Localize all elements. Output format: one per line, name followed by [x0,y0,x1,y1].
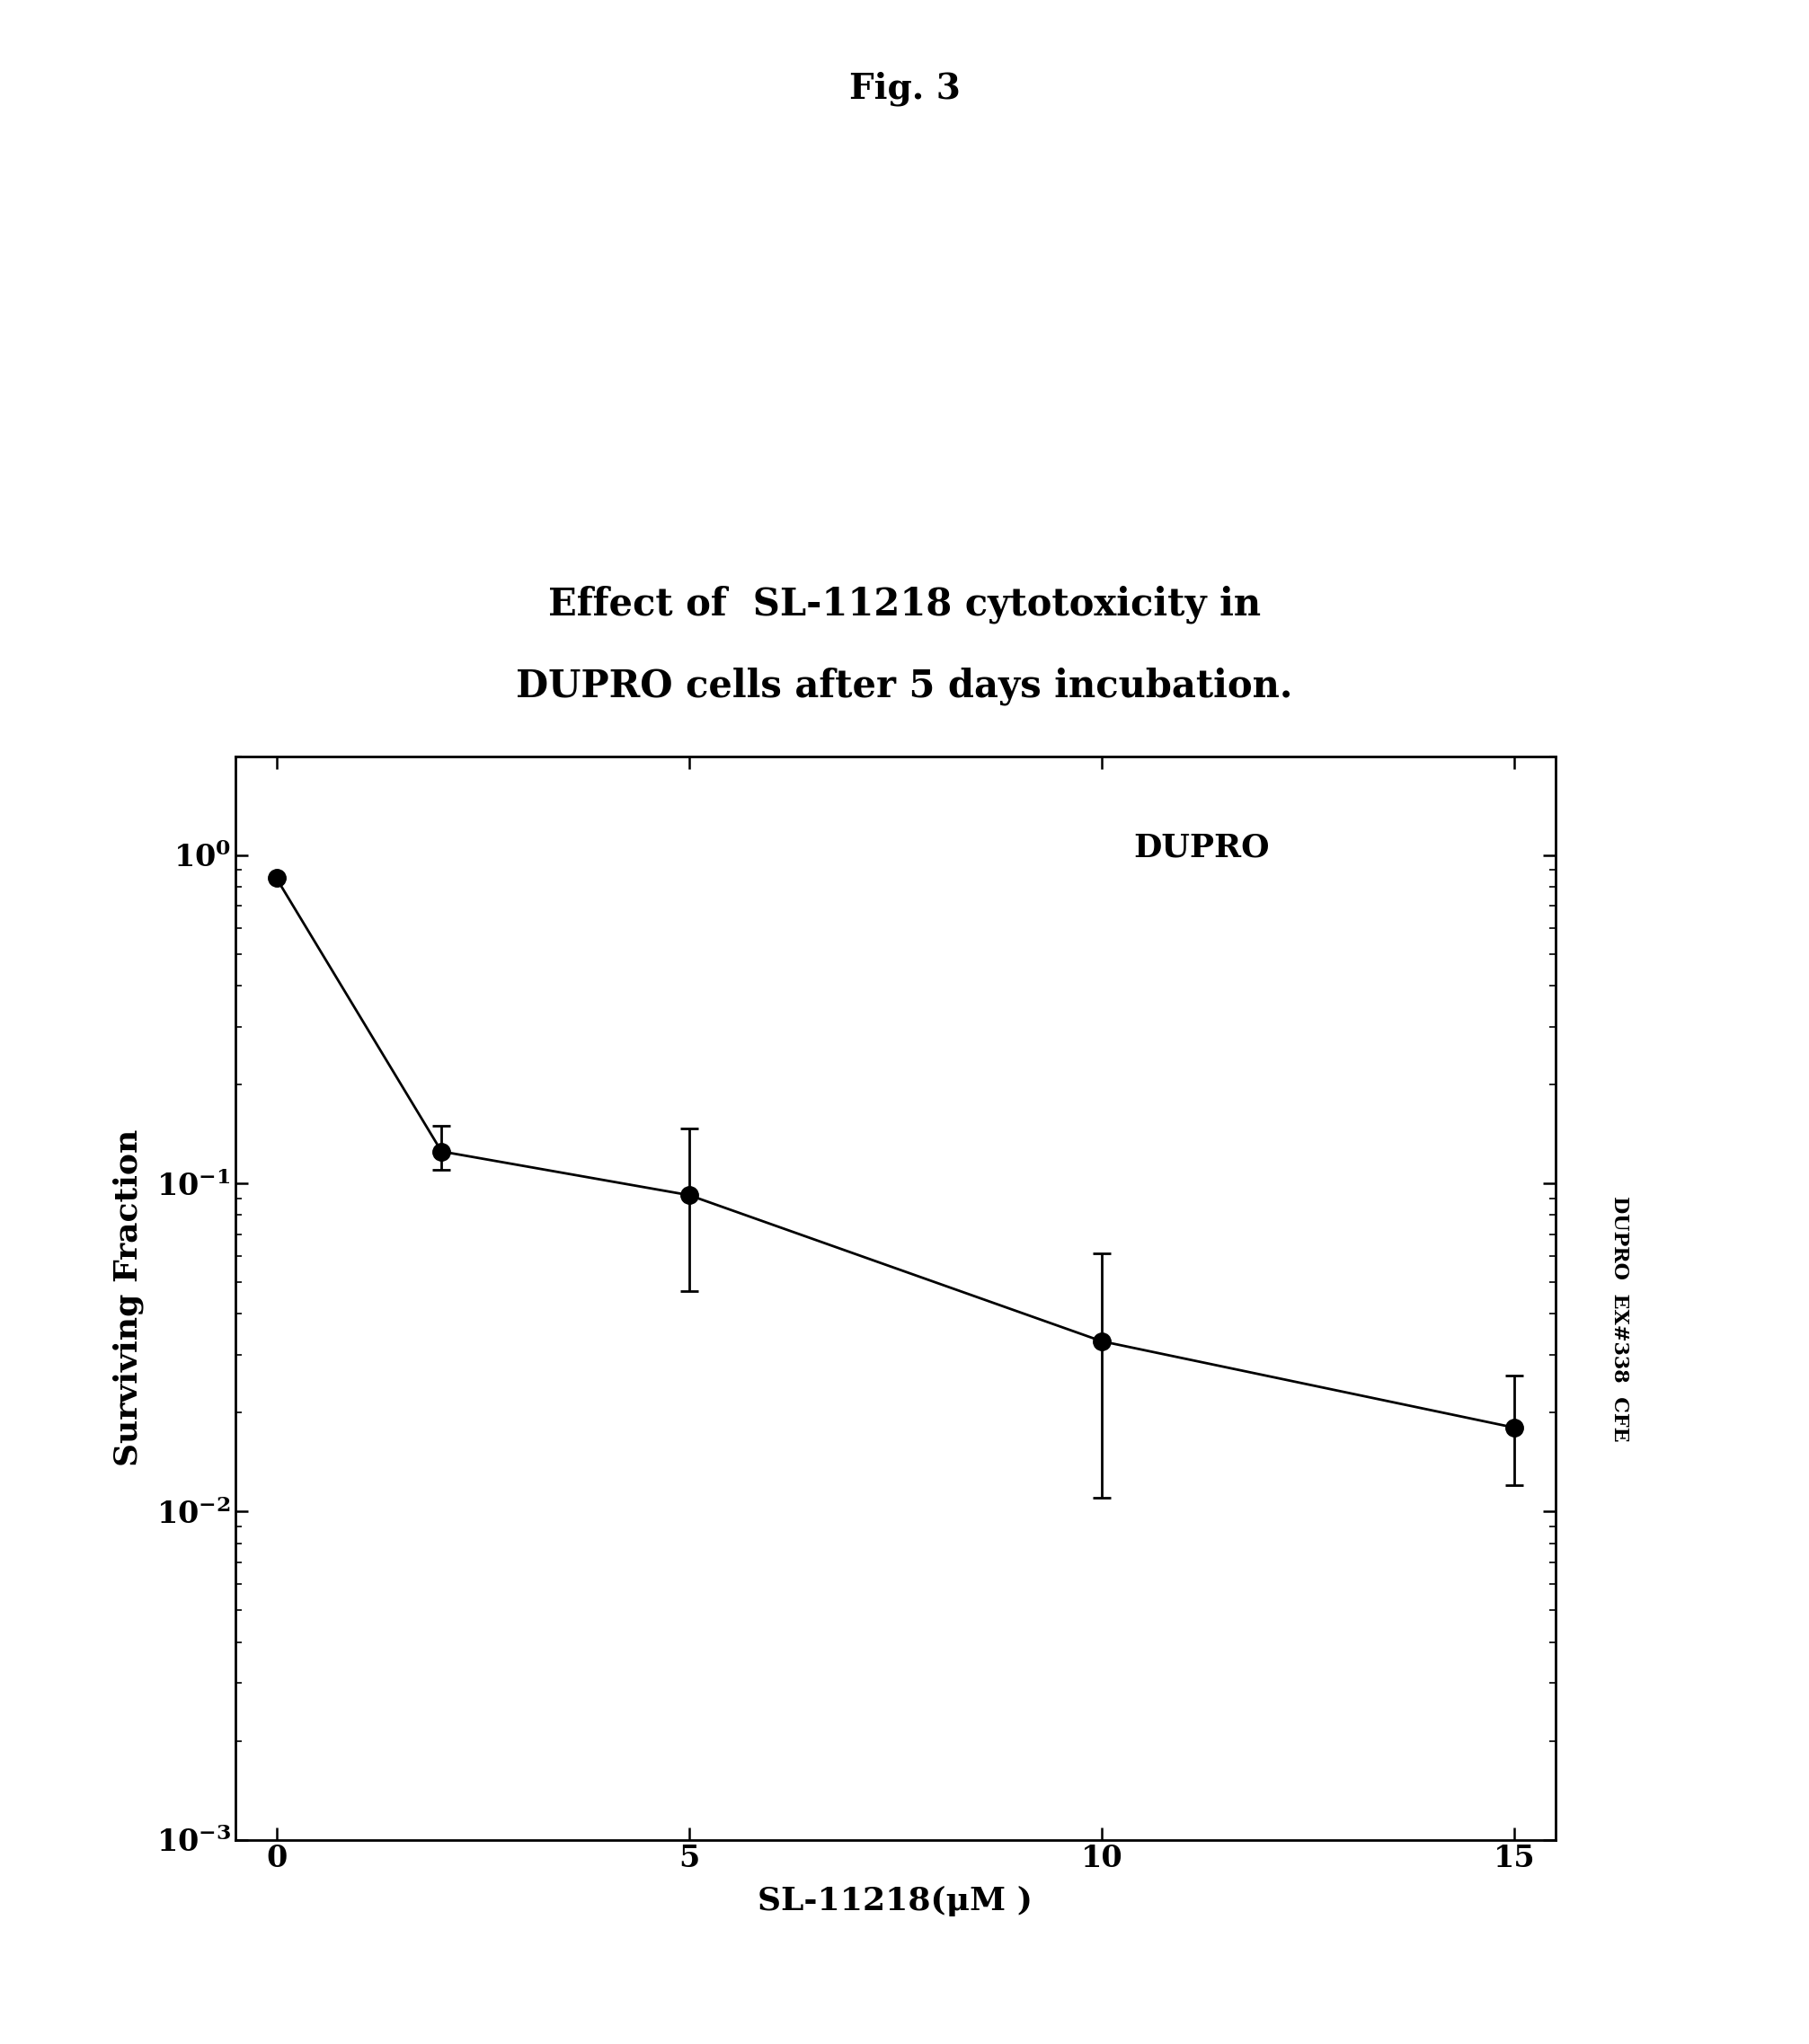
Text: Fig. 3: Fig. 3 [848,72,961,106]
Text: DUPRO cells after 5 days incubation.: DUPRO cells after 5 days incubation. [516,666,1293,705]
Text: DUPRO: DUPRO [1132,832,1270,863]
Text: Effect of  SL-11218 cytotoxicity in: Effect of SL-11218 cytotoxicity in [548,585,1261,623]
X-axis label: SL-11218(μM ): SL-11218(μM ) [758,1887,1033,1917]
Text: DUPRO  EX#338  CFE: DUPRO EX#338 CFE [1610,1196,1628,1441]
Y-axis label: Surviving Fraction: Surviving Fraction [112,1128,143,1468]
